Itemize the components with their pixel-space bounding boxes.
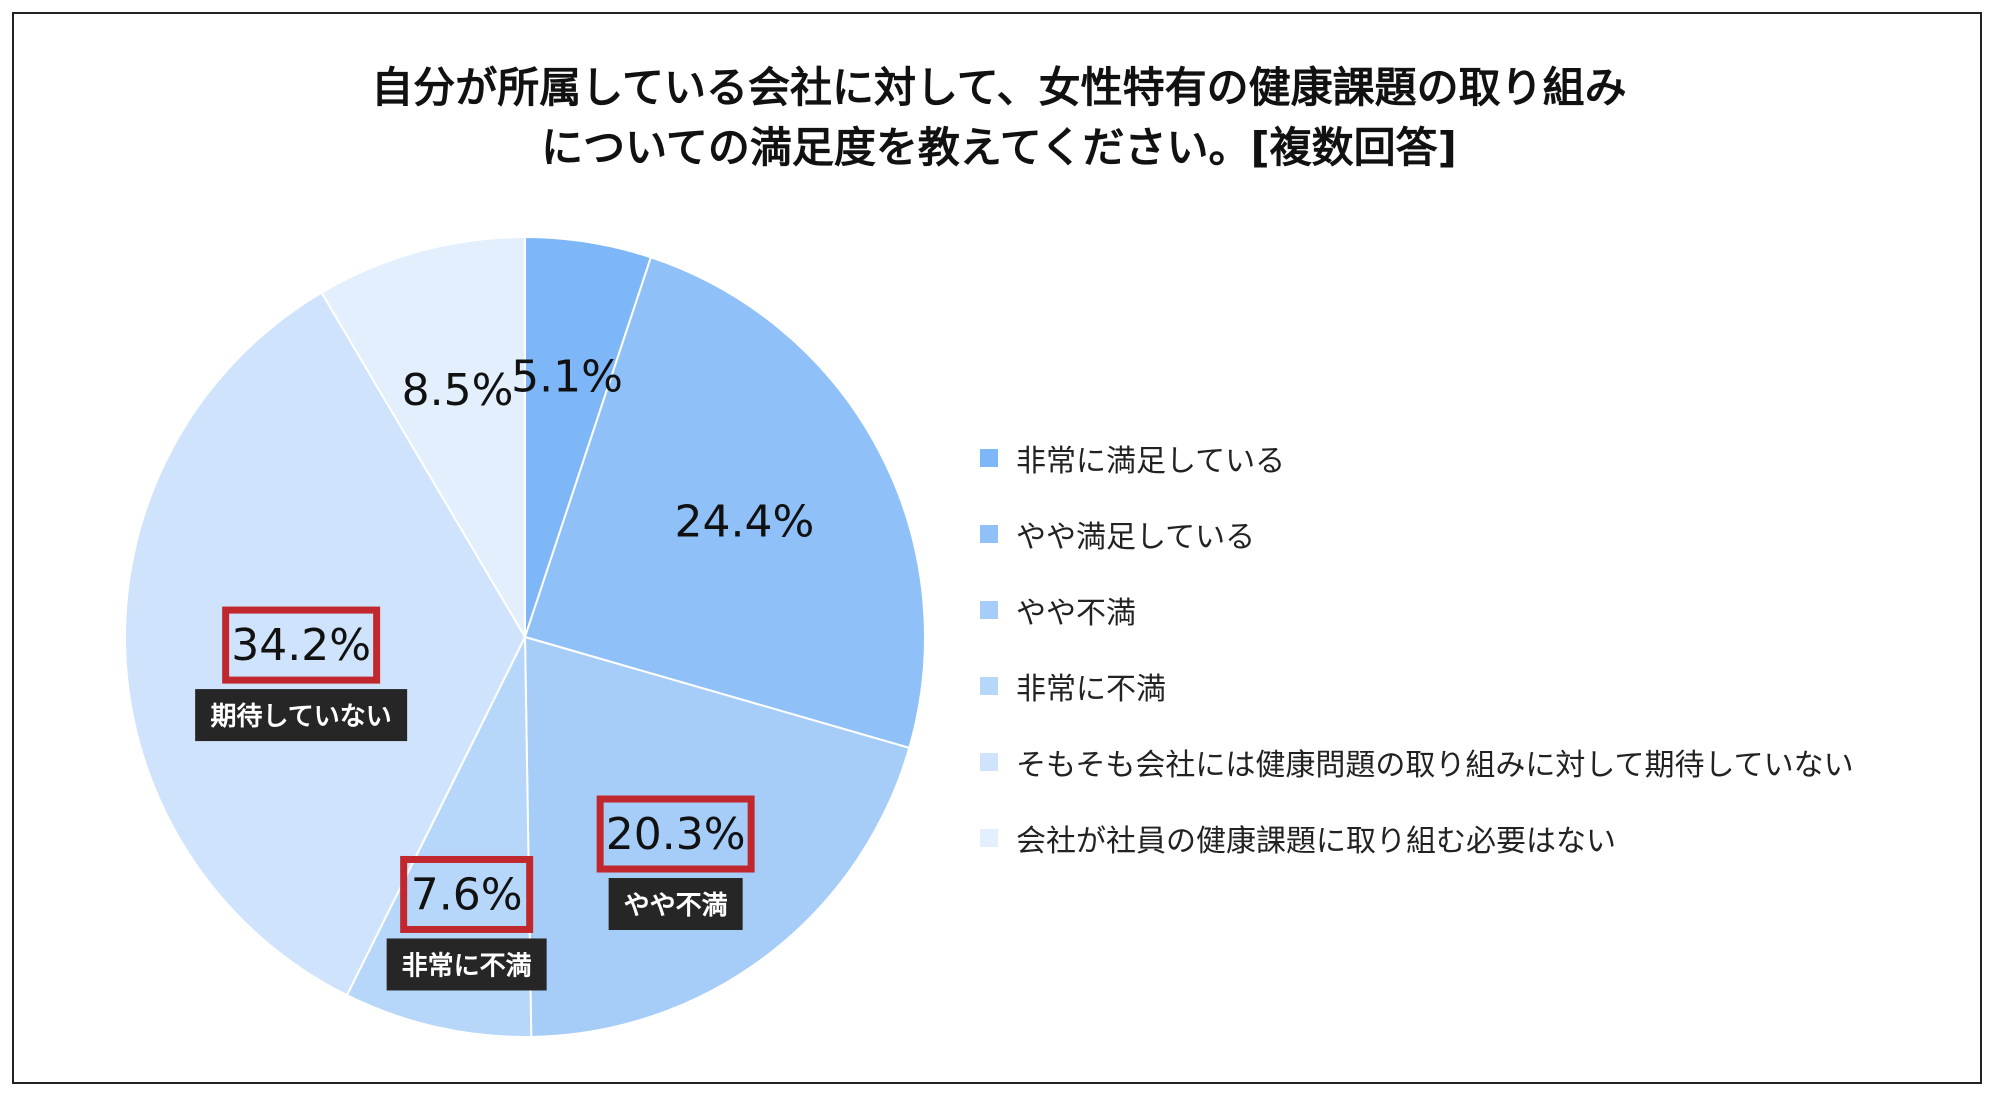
slice-label-group: 7.6% 非常に不満	[386, 855, 547, 991]
legend-label: 非常に不満	[1016, 672, 1166, 707]
slice-label-group: 8.5%	[402, 365, 514, 416]
legend-swatch	[980, 829, 998, 847]
chart-title-line-2: についての満足度を教えてください。[複数回答]	[541, 123, 1457, 172]
slice-tag-label: 非常に不満	[402, 951, 532, 981]
pie-slice	[523, 256, 926, 750]
highlight-box	[400, 855, 534, 933]
legend-item: やや不満	[980, 572, 1854, 648]
slice-value-label: 20.3%	[606, 809, 746, 860]
slice-value-label: 7.6%	[411, 869, 523, 920]
chart-title-line-1: 自分が所属している会社に対して、女性特有の健康課題の取り組み	[371, 63, 1627, 112]
legend-item: そもそも会社には健康問題の取り組みに対して期待していない	[980, 724, 1854, 800]
legend-item: 非常に不満	[980, 648, 1854, 724]
highlight-box	[222, 606, 381, 684]
pie-slice	[345, 636, 533, 1038]
chart-title: 自分が所属している会社に対して、女性特有の健康課題の取り組み についての満足度を…	[0, 58, 1998, 178]
slice-tag-label: やや不満	[624, 891, 728, 921]
slice-value-label: 34.2%	[231, 620, 371, 671]
slice-tag-box	[608, 878, 743, 931]
legend-swatch	[980, 525, 998, 543]
pie-slice	[523, 635, 911, 1038]
legend-label: 非常に満足している	[1016, 444, 1286, 479]
highlight-box	[596, 795, 755, 873]
legend-item: 非常に満足している	[980, 420, 1854, 496]
legend-swatch	[980, 677, 998, 695]
legend-label: そもそも会社には健康問題の取り組みに対して期待していない	[1016, 748, 1854, 783]
slice-value-label: 5.1%	[511, 351, 623, 402]
slice-label-group: 5.1%	[511, 351, 623, 402]
legend-label: 会社が社員の健康課題に取り組む必要はない	[1016, 824, 1616, 859]
slice-label-group: 20.3% やや不満	[596, 795, 755, 931]
pie-slice	[320, 235, 526, 641]
slice-label-group: 24.4%	[675, 496, 815, 547]
legend-swatch	[980, 601, 998, 619]
slice-value-label: 8.5%	[402, 365, 514, 416]
legend-item: やや満足している	[980, 496, 1854, 572]
chart-legend: 非常に満足している やや満足している やや不満非常に不満そもそも会社には健康問題の取…	[980, 420, 1854, 876]
legend-swatch	[980, 449, 998, 467]
slice-tag-box	[195, 689, 408, 742]
slice-tag-box	[386, 938, 547, 991]
legend-swatch	[980, 753, 998, 771]
legend-item: 会社が社員の健康課題に取り組む必要はない	[980, 800, 1854, 876]
legend-label: やや満足している	[1016, 520, 1256, 555]
slice-label-group: 34.2% 期待していない	[195, 606, 408, 742]
legend-label: やや不満	[1016, 596, 1136, 631]
slice-value-label: 24.4%	[675, 496, 815, 547]
slice-tag-label: 期待していない	[211, 702, 392, 732]
